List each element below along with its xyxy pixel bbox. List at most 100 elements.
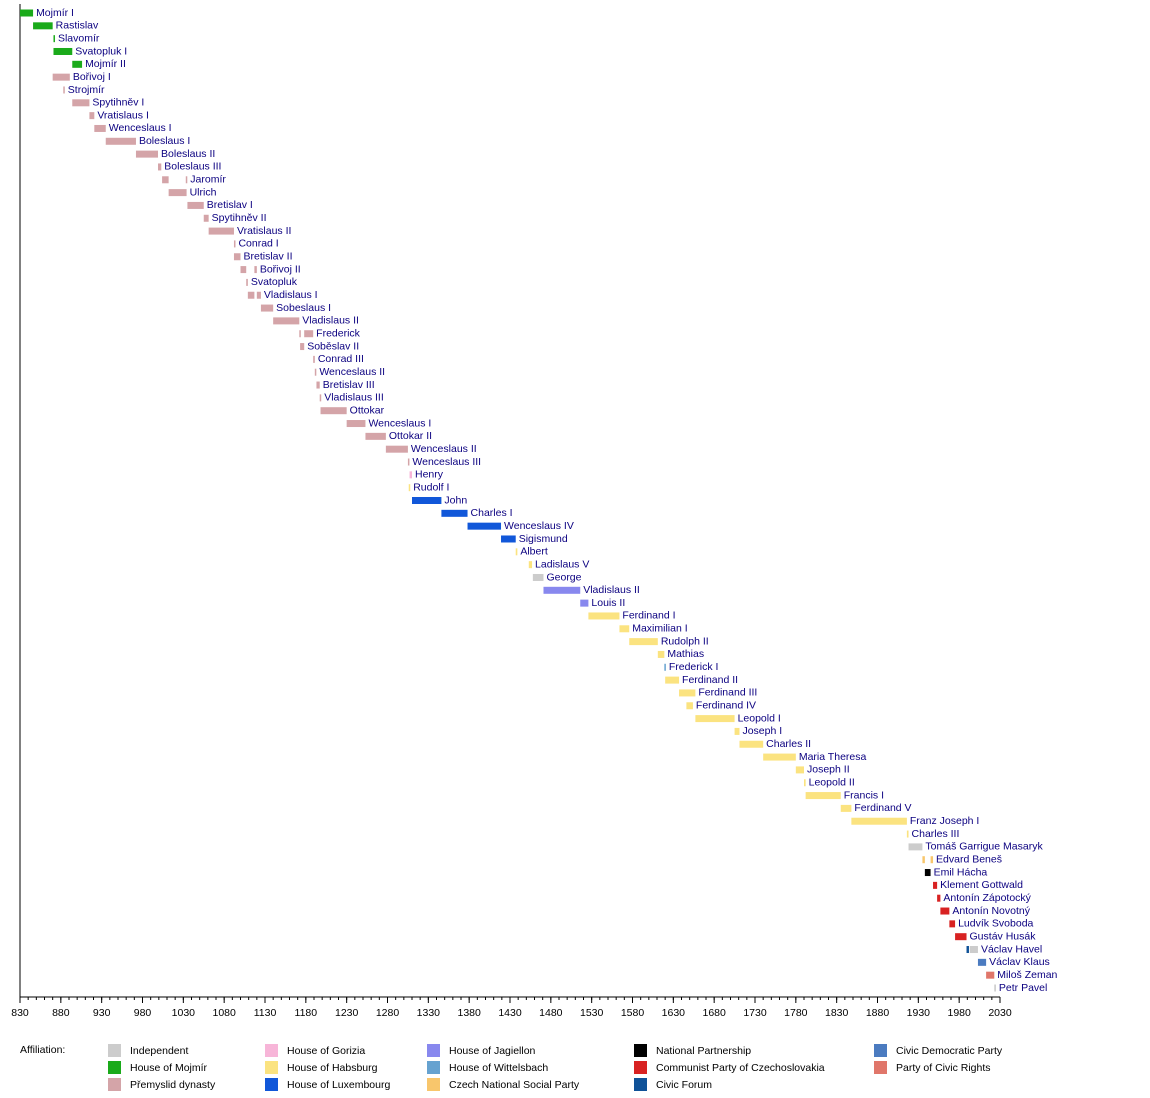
reign-bar bbox=[33, 22, 53, 30]
reign-bar bbox=[346, 420, 366, 428]
legend-label: Independent bbox=[130, 1045, 188, 1057]
ruler-name: Albert bbox=[520, 546, 548, 558]
ruler-name: Wenceslaus II bbox=[319, 366, 385, 378]
reign-bar bbox=[409, 471, 412, 479]
x-tick-label: 1480 bbox=[539, 1007, 563, 1019]
reign-bar bbox=[365, 432, 386, 440]
x-tick-label: 1030 bbox=[172, 1007, 196, 1019]
ruler-name: Svatopluk bbox=[251, 276, 298, 288]
reign-bar bbox=[304, 330, 314, 338]
reign-bar bbox=[105, 137, 136, 145]
ruler-name: Soběslav II bbox=[307, 340, 359, 352]
ruler-name: Charles I bbox=[471, 507, 513, 519]
ruler-name: Frederick bbox=[316, 328, 361, 340]
x-tick-label: 1980 bbox=[947, 1007, 971, 1019]
ruler-name: Joseph I bbox=[742, 725, 782, 737]
reign-bar bbox=[320, 407, 347, 415]
ruler-name: Vladislaus III bbox=[324, 392, 384, 404]
x-tick-label: 980 bbox=[134, 1007, 152, 1019]
reign-bar bbox=[260, 304, 274, 312]
reign-bar bbox=[407, 458, 410, 466]
ruler-name: Spytihněv I bbox=[92, 97, 144, 109]
legend-label: House of Wittelsbach bbox=[449, 1062, 548, 1074]
ruler-name: Ferdinand I bbox=[622, 610, 675, 622]
x-tick-label: 880 bbox=[52, 1007, 70, 1019]
reign-bar bbox=[233, 240, 236, 248]
ruler-name: Frederick I bbox=[669, 661, 719, 673]
ruler-name: Mojmír II bbox=[85, 58, 126, 70]
x-tick-label: 1180 bbox=[295, 1007, 318, 1019]
reign-bar bbox=[580, 599, 589, 607]
legend-swatch bbox=[874, 1061, 887, 1074]
reign-bar bbox=[969, 946, 978, 954]
legend-swatch bbox=[265, 1061, 278, 1074]
reign-bar bbox=[256, 291, 261, 299]
ruler-name: Spytihněv II bbox=[212, 212, 267, 224]
x-tick-label: 2030 bbox=[988, 1007, 1012, 1019]
reign-bar bbox=[89, 112, 95, 120]
reign-bar bbox=[313, 355, 315, 363]
x-tick-label: 1830 bbox=[825, 1007, 849, 1019]
x-tick-label: 1630 bbox=[662, 1007, 686, 1019]
legend-label: Party of Civic Rights bbox=[896, 1062, 991, 1074]
x-tick-label: 930 bbox=[93, 1007, 111, 1019]
reign-bar bbox=[795, 766, 804, 774]
ruler-name: Slavomír bbox=[58, 32, 100, 44]
reign-bar bbox=[986, 971, 995, 979]
legend-label: Civic Democratic Party bbox=[896, 1045, 1003, 1057]
legend-label: House of Jagiellon bbox=[449, 1045, 536, 1057]
reign-bar bbox=[20, 9, 34, 17]
reign-bar bbox=[299, 330, 301, 338]
reign-bar bbox=[319, 394, 322, 402]
ruler-name: Louis II bbox=[591, 597, 625, 609]
ruler-name: Franz Joseph I bbox=[910, 815, 979, 827]
reign-bar bbox=[619, 625, 630, 633]
reign-bar bbox=[233, 253, 241, 261]
reign-bar bbox=[908, 843, 923, 851]
reign-bar bbox=[966, 946, 969, 954]
ruler-name: George bbox=[546, 571, 581, 583]
legend-label: Civic Forum bbox=[656, 1079, 712, 1091]
legend-swatch bbox=[265, 1044, 278, 1057]
ruler-name: Boleslaus II bbox=[161, 148, 215, 160]
reign-bar bbox=[543, 586, 581, 594]
ruler-name: Maximilian I bbox=[632, 623, 687, 635]
legend-swatch bbox=[634, 1044, 647, 1057]
reign-bar bbox=[851, 817, 907, 825]
ruler-name: Bořivoj I bbox=[73, 71, 111, 83]
reign-bar bbox=[949, 920, 956, 928]
reign-bar bbox=[679, 689, 696, 697]
legend-swatch bbox=[427, 1078, 440, 1091]
ruler-name: Sobeslaus I bbox=[276, 302, 331, 314]
reign-bar bbox=[686, 702, 693, 710]
ruler-name: Bretislav III bbox=[323, 379, 375, 391]
x-tick-label: 1280 bbox=[376, 1007, 400, 1019]
reign-bar bbox=[162, 176, 169, 184]
legend-swatch bbox=[634, 1078, 647, 1091]
ruler-name: Wenceslaus I bbox=[368, 417, 431, 429]
reign-bar bbox=[316, 381, 320, 389]
reign-bar bbox=[314, 368, 317, 376]
reign-bar bbox=[739, 740, 764, 748]
x-tick-label: 1430 bbox=[498, 1007, 522, 1019]
x-tick-label: 1930 bbox=[907, 1007, 931, 1019]
reign-bar bbox=[203, 214, 209, 222]
reign-bar bbox=[158, 163, 162, 171]
ruler-name: Ladislaus V bbox=[535, 558, 589, 570]
ruler-name: Wenceslaus II bbox=[411, 443, 477, 455]
reign-bar bbox=[52, 73, 70, 81]
ruler-name: Vladislaus II bbox=[302, 315, 359, 327]
legend-label: House of Luxembourg bbox=[287, 1079, 390, 1091]
legend-label: Přemyslid dynasty bbox=[130, 1079, 216, 1091]
ruler-name: Bretislav II bbox=[244, 251, 293, 263]
reign-bar bbox=[922, 856, 925, 864]
ruler-name: Petr Pavel bbox=[999, 982, 1047, 994]
ruler-name: Antonín Zápotocký bbox=[943, 892, 1031, 904]
ruler-name: Charles II bbox=[766, 738, 811, 750]
ruler-name: Ludvík Svoboda bbox=[958, 918, 1033, 930]
reign-bar bbox=[955, 933, 967, 941]
reign-bar bbox=[657, 650, 665, 658]
reign-bar bbox=[528, 561, 533, 569]
reign-bar bbox=[273, 317, 300, 325]
